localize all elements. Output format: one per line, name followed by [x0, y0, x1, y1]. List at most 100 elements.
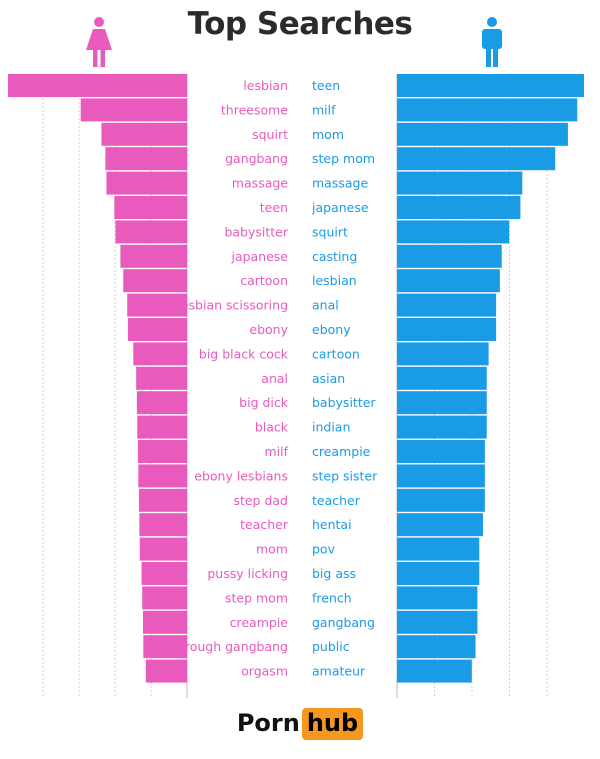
male-bar: [397, 147, 556, 171]
female-term-label: pussy licking: [207, 566, 288, 581]
female-bar: [8, 74, 187, 97]
male-term-label: french: [312, 590, 352, 605]
male-bar: [397, 293, 497, 317]
male-bar: [397, 562, 480, 585]
female-term-label: japanese: [230, 249, 288, 264]
female-bar: [145, 659, 187, 683]
male-bar: [397, 74, 584, 97]
female-bar: [101, 122, 187, 146]
male-term-label: amateur: [312, 664, 366, 679]
male-term-label: casting: [312, 249, 357, 264]
female-bar: [114, 196, 187, 219]
female-term-label: ebony lesbians: [194, 468, 288, 483]
female-bar: [106, 171, 187, 195]
logo-word: Porn: [236, 709, 300, 737]
male-term-label: public: [312, 639, 350, 654]
male-term-label: lesbian: [312, 273, 357, 288]
female-bar: [127, 318, 187, 341]
female-term-label: rough gangbang: [185, 639, 288, 654]
male-bar: [397, 464, 485, 488]
male-term-label: massage: [312, 176, 368, 191]
female-bar: [136, 391, 187, 415]
male-bar: [397, 318, 497, 341]
male-bar: [397, 586, 478, 610]
female-bar: [115, 220, 187, 244]
male-bar: [397, 342, 489, 366]
female-term-label: creampie: [230, 615, 289, 630]
female-term-label: anal: [261, 371, 288, 386]
female-bar: [138, 464, 187, 488]
female-bar: [133, 342, 187, 366]
male-term-label: squirt: [312, 224, 348, 239]
female-bar: [142, 586, 187, 610]
male-bar: [397, 391, 487, 415]
male-term-label: pov: [312, 542, 336, 557]
female-term-label: threesome: [221, 102, 288, 117]
male-term-label: ebony: [312, 322, 351, 337]
female-bar: [139, 488, 187, 512]
female-bar: [127, 293, 187, 317]
woman-icon: [86, 17, 112, 67]
male-bar: [397, 220, 510, 244]
male-bar: [397, 440, 485, 463]
male-bar: [397, 635, 476, 659]
female-term-label: massage: [232, 176, 288, 191]
female-term-label: big black cock: [199, 346, 289, 361]
female-term-label: babysitter: [224, 224, 288, 239]
female-term-label: teacher: [240, 517, 289, 532]
female-term-label: lesbian: [243, 78, 288, 93]
male-term-label: step sister: [312, 468, 378, 483]
male-bar: [397, 244, 502, 268]
male-bar: [397, 537, 480, 561]
male-bar: [397, 366, 487, 390]
male-term-label: teacher: [312, 493, 361, 508]
female-bar: [137, 415, 187, 439]
male-term-label: asian: [312, 371, 345, 386]
female-bar: [80, 98, 187, 122]
female-term-label: gangbang: [225, 151, 288, 166]
female-term-label: teen: [260, 200, 288, 215]
female-term-label: ebony: [249, 322, 288, 337]
man-icon: [482, 17, 502, 67]
male-term-label: indian: [312, 420, 350, 435]
female-bar: [120, 244, 187, 268]
male-term-label: anal: [312, 298, 339, 313]
female-term-label: orgasm: [241, 664, 288, 679]
female-bar: [136, 366, 187, 390]
female-bar: [123, 269, 187, 293]
male-term-label: teen: [312, 78, 340, 93]
pornhub-logo: Porn hub: [0, 708, 600, 740]
female-term-label: step mom: [225, 590, 288, 605]
male-term-label: milf: [312, 102, 336, 117]
female-term-label: cartoon: [240, 273, 288, 288]
male-bar: [397, 415, 487, 439]
male-bar: [397, 513, 484, 537]
male-bar: [397, 98, 578, 122]
male-term-label: step mom: [312, 151, 375, 166]
female-bar: [137, 440, 187, 463]
female-term-label: milf: [264, 444, 288, 459]
male-term-label: creampie: [312, 444, 371, 459]
male-bar: [397, 610, 478, 634]
female-term-label: step dad: [233, 493, 288, 508]
female-bar: [105, 147, 187, 171]
female-term-label: black: [255, 420, 289, 435]
male-bar: [397, 659, 472, 683]
female-bar: [143, 635, 187, 659]
male-bar: [397, 196, 521, 219]
male-term-label: cartoon: [312, 346, 360, 361]
female-bar: [142, 610, 187, 634]
female-term-label: big dick: [239, 395, 289, 410]
male-term-label: big ass: [312, 566, 356, 581]
male-term-label: mom: [312, 127, 344, 142]
male-term-label: japanese: [311, 200, 369, 215]
male-bar: [397, 488, 485, 512]
male-term-label: hentai: [312, 517, 352, 532]
male-term-label: babysitter: [312, 395, 376, 410]
male-term-label: gangbang: [312, 615, 375, 630]
female-term-label: mom: [256, 542, 288, 557]
female-bar: [139, 537, 187, 561]
male-bar: [397, 171, 523, 195]
logo-badge: hub: [301, 708, 364, 740]
